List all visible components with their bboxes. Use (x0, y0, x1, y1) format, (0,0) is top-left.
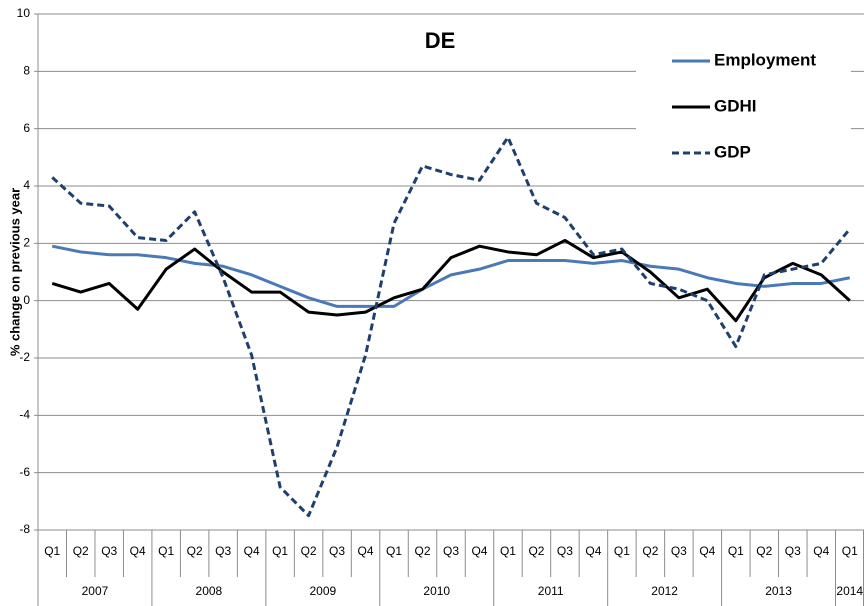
y-tick-label: 4 (23, 178, 30, 192)
y-tick-label: 2 (23, 236, 30, 250)
legend-label: Employment (714, 50, 816, 69)
x-tick-label: Q1 (158, 544, 174, 558)
series-line (51, 238, 851, 323)
legend-label: GDHI (714, 96, 757, 115)
y-tick-label: -2 (19, 350, 30, 364)
x-tick-label: Q2 (187, 544, 203, 558)
x-tick-label: Q4 (471, 544, 487, 558)
x-tick-label: Q4 (813, 544, 829, 558)
y-tick-label: 10 (17, 6, 31, 20)
x-tick-label: Q2 (756, 544, 772, 558)
y-axis-label: % change on previous year (7, 188, 22, 356)
x-tick-label: Q1 (386, 544, 402, 558)
legend-label: GDP (714, 142, 751, 161)
x-tick-label: Q4 (358, 544, 374, 558)
x-tick-label: Q1 (500, 544, 516, 558)
year-label: 2011 (538, 584, 564, 598)
y-tick-label: 6 (23, 121, 30, 135)
series-line (51, 135, 851, 518)
x-tick-label: Q1 (842, 544, 858, 558)
chart-title: DE (425, 28, 456, 53)
x-tick-label: Q4 (699, 544, 715, 558)
year-label: 2010 (423, 584, 450, 598)
y-tick-label: 0 (23, 293, 30, 307)
y-tick-label: -4 (19, 408, 30, 422)
x-tick-label: Q2 (73, 544, 89, 558)
x-tick-label: Q4 (130, 544, 146, 558)
x-tick-label: Q3 (443, 544, 459, 558)
year-label: 2008 (196, 584, 223, 598)
year-label: 2013 (765, 584, 792, 598)
x-tick-label: Q1 (614, 544, 630, 558)
x-tick-label: Q3 (329, 544, 345, 558)
year-label: 2007 (82, 584, 109, 598)
x-tick-label: Q2 (301, 544, 317, 558)
x-tick-label: Q3 (101, 544, 117, 558)
x-tick-label: Q1 (44, 544, 60, 558)
x-tick-label: Q3 (785, 544, 801, 558)
y-tick-label: -6 (19, 465, 30, 479)
x-tick-label: Q2 (642, 544, 658, 558)
y-tick-label: 8 (23, 64, 30, 78)
legend-background (636, 44, 851, 174)
series-line (51, 244, 851, 308)
y-tick-label: -8 (19, 522, 30, 536)
x-tick-label: Q3 (215, 544, 231, 558)
x-tick-label: Q2 (528, 544, 544, 558)
x-tick-label: Q1 (272, 544, 288, 558)
x-tick-label: Q2 (415, 544, 431, 558)
x-tick-label: Q3 (557, 544, 573, 558)
year-label: 2009 (309, 584, 336, 598)
x-tick-label: Q4 (244, 544, 260, 558)
year-label: 2012 (651, 584, 678, 598)
x-tick-label: Q3 (671, 544, 687, 558)
year-label: 2014 (836, 584, 863, 598)
x-tick-label: Q4 (585, 544, 601, 558)
x-tick-label: Q1 (728, 544, 744, 558)
